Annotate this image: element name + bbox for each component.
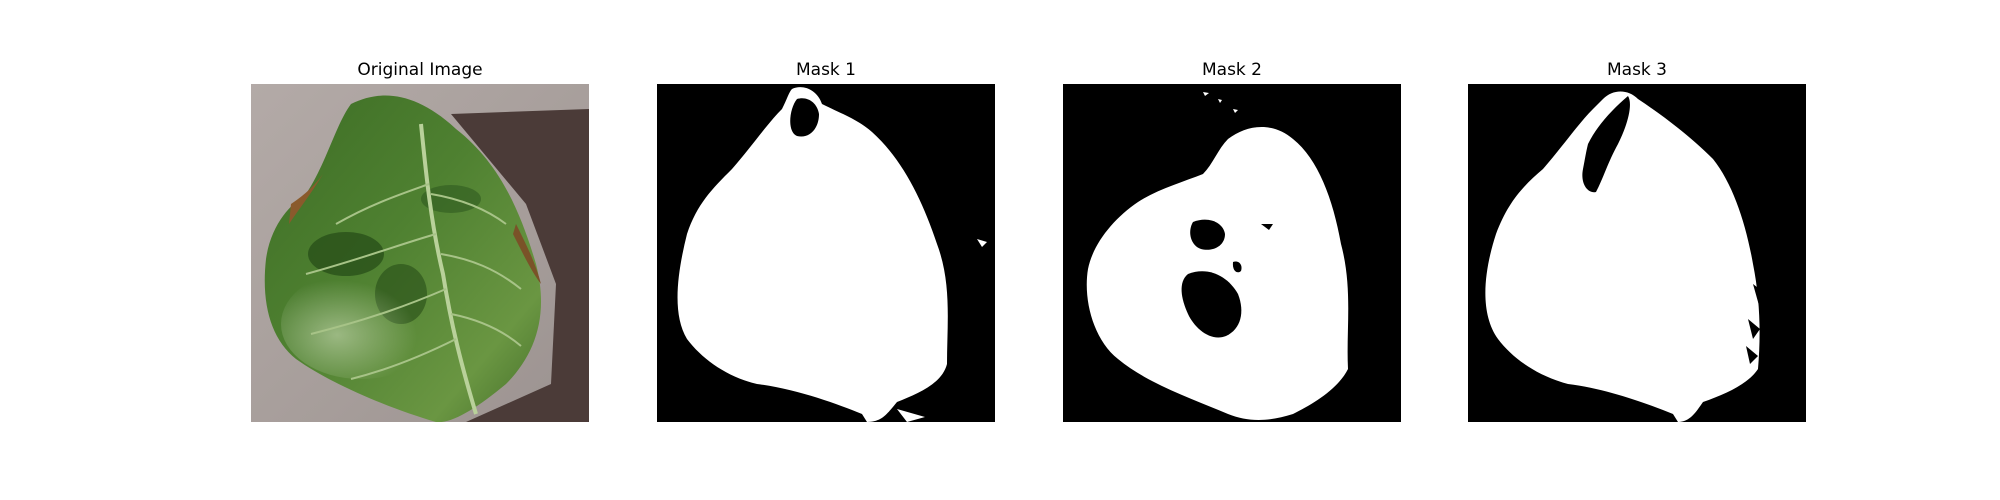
panel-mask-1: Mask 1 bbox=[657, 58, 995, 422]
panel-mask-3: Mask 3 bbox=[1468, 58, 1806, 422]
mask-3-image bbox=[1468, 84, 1806, 422]
original-image bbox=[251, 84, 589, 422]
panel-title: Mask 2 bbox=[1201, 60, 1262, 80]
panel-title: Mask 3 bbox=[1606, 60, 1667, 80]
mask-2-image bbox=[1063, 84, 1401, 422]
panel-title: Mask 1 bbox=[795, 60, 856, 80]
panel-title: Original Image bbox=[357, 60, 483, 80]
panel-mask-2: Mask 2 bbox=[1063, 58, 1401, 422]
panel-original-image: Original Image bbox=[251, 58, 589, 422]
mask-1-image bbox=[657, 84, 995, 422]
